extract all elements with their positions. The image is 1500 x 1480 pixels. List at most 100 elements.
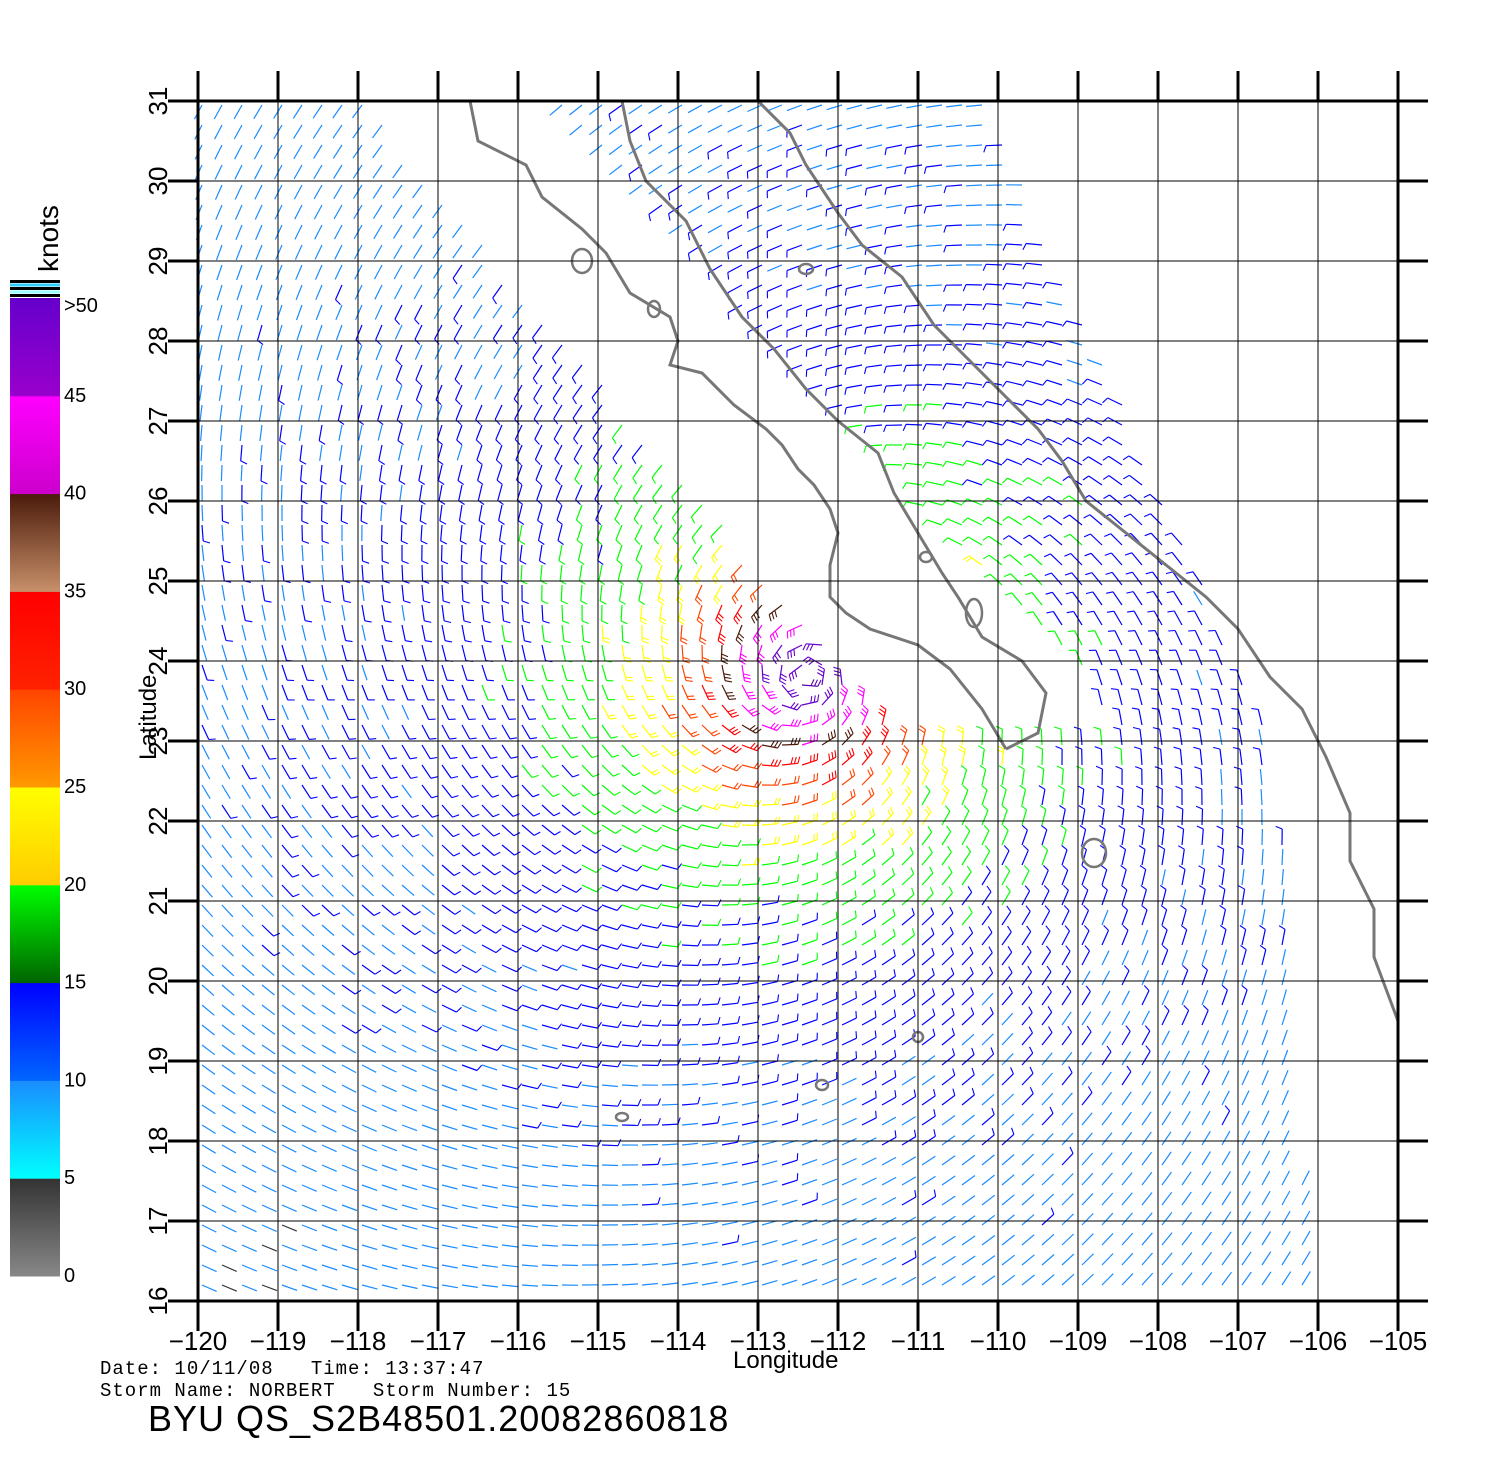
- wind-barb: [1001, 1093, 1015, 1106]
- wind-barb: [274, 224, 283, 240]
- wind-barb: [761, 684, 778, 700]
- wind-barb: [701, 1181, 718, 1186]
- wind-barb: [476, 444, 483, 466]
- wind-barb: [412, 244, 423, 259]
- wind-barb: [279, 444, 283, 461]
- wind-barb: [261, 1064, 276, 1075]
- wind-barb: [721, 917, 741, 926]
- wind-barb: [532, 364, 543, 385]
- lon-tick-label: −109: [1049, 1326, 1108, 1356]
- wind-barb: [961, 1235, 976, 1246]
- wind-barb: [961, 459, 983, 467]
- wind-barb: [766, 104, 783, 112]
- wind-barb: [641, 744, 660, 758]
- wind-barb: [281, 1084, 297, 1094]
- wind-barb: [414, 324, 423, 345]
- wind-barb: [281, 744, 297, 760]
- wind-barb: [1041, 1193, 1055, 1206]
- wind-barb: [281, 1024, 296, 1035]
- wind-barb: [501, 1144, 518, 1149]
- wind-barb: [241, 724, 250, 740]
- wind-barb: [601, 924, 623, 931]
- wind-barb: [621, 1000, 642, 1008]
- wind-barb: [883, 364, 903, 374]
- wind-barb: [241, 1144, 257, 1154]
- wind-barb: [481, 1024, 498, 1032]
- wind-barb: [521, 784, 540, 798]
- wind-barb: [943, 224, 963, 233]
- wind-barb: [921, 1155, 936, 1166]
- wind-barb: [241, 704, 249, 720]
- wind-barb: [361, 584, 365, 601]
- wind-barb: [1021, 1234, 1035, 1246]
- wind-barb: [1261, 1231, 1272, 1246]
- wind-barb: [401, 604, 406, 621]
- wind-barb: [413, 284, 423, 300]
- wind-barb: [421, 1124, 438, 1131]
- wind-barb: [581, 1104, 598, 1108]
- wind-barb: [481, 944, 502, 954]
- wind-barb: [1176, 805, 1184, 826]
- wind-barb: [1001, 946, 1013, 966]
- wind-barb: [281, 1264, 298, 1272]
- wind-barb: [361, 1064, 377, 1073]
- wind-barb: [1161, 1050, 1171, 1066]
- wind-barb: [961, 1067, 975, 1086]
- wind-barb: [361, 1184, 378, 1191]
- wind-barb: [321, 724, 330, 740]
- wind-barb: [441, 784, 459, 799]
- wind-barb: [1258, 729, 1263, 746]
- wind-barb: [238, 364, 243, 381]
- wind-barb: [661, 1117, 681, 1126]
- wind-barb: [821, 1138, 838, 1146]
- wind-barb: [861, 848, 876, 866]
- wind-barb: [321, 624, 327, 641]
- colorbar-segment-5-10: [10, 1080, 60, 1179]
- wind-barb: [421, 824, 434, 838]
- wind-barb: [541, 1244, 559, 1247]
- wind-barb: [1002, 322, 1023, 330]
- wind-barb: [1201, 1130, 1211, 1146]
- wind-barb: [1301, 1271, 1311, 1286]
- wind-barb: [727, 184, 743, 200]
- wind-barb: [381, 844, 394, 858]
- wind-barb: [581, 744, 599, 759]
- wind-barb: [1261, 1251, 1272, 1266]
- wind-barb: [281, 1144, 297, 1153]
- wind-barb: [761, 1280, 778, 1286]
- wind-barb: [1101, 925, 1110, 946]
- wind-barb: [501, 1264, 518, 1268]
- wind-barb: [281, 1104, 297, 1114]
- wind-barb: [668, 164, 683, 174]
- wind-barb: [581, 944, 603, 951]
- wind-barb: [1201, 964, 1208, 986]
- wind-barb: [341, 784, 358, 799]
- wind-barb: [241, 824, 252, 839]
- wind-barb: [561, 1120, 582, 1128]
- wind-barb: [781, 953, 799, 966]
- wind-barb: [1106, 610, 1123, 626]
- wind-barb: [1061, 965, 1072, 986]
- wind-barb: [581, 1021, 602, 1029]
- wind-barb: [1063, 533, 1083, 546]
- wind-barb: [1001, 1154, 1015, 1166]
- wind-barb: [294, 204, 303, 220]
- wind-barb: [412, 204, 423, 219]
- wind-barb: [361, 564, 371, 584]
- wind-barb: [201, 1264, 217, 1273]
- wind-barb: [299, 444, 307, 465]
- wind-barb: [731, 584, 743, 604]
- wind-barb: [801, 952, 818, 966]
- wind-barb: [259, 444, 263, 461]
- wind-barb: [479, 524, 487, 545]
- wind-barb: [221, 584, 226, 601]
- wind-barb: [1129, 668, 1143, 686]
- wind-barb: [401, 764, 418, 779]
- wind-barb: [381, 604, 392, 623]
- wind-barb: [341, 644, 354, 662]
- wind-barb: [781, 973, 799, 986]
- wind-barb: [401, 924, 422, 936]
- wind-barb: [241, 584, 246, 601]
- wind-barb: [321, 764, 331, 780]
- wind-barb: [1121, 1111, 1132, 1126]
